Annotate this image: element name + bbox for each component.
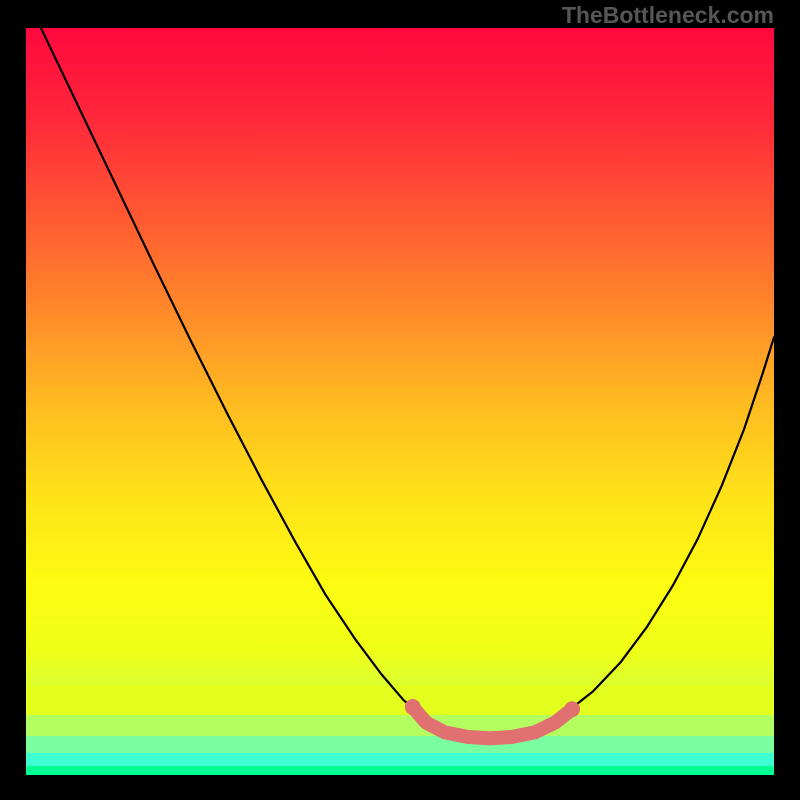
watermark-text: TheBottleneck.com [562, 2, 774, 29]
plot-area [26, 28, 774, 775]
bottom-marker-left-dot [405, 699, 421, 715]
curve-layer [26, 28, 774, 775]
bottleneck-curve-path [41, 28, 774, 735]
chart-frame: { "chart": { "type": "bottleneck-curve",… [0, 0, 800, 800]
bottom-marker-right-dot [564, 701, 580, 717]
bottom-marker-floor [413, 707, 572, 738]
